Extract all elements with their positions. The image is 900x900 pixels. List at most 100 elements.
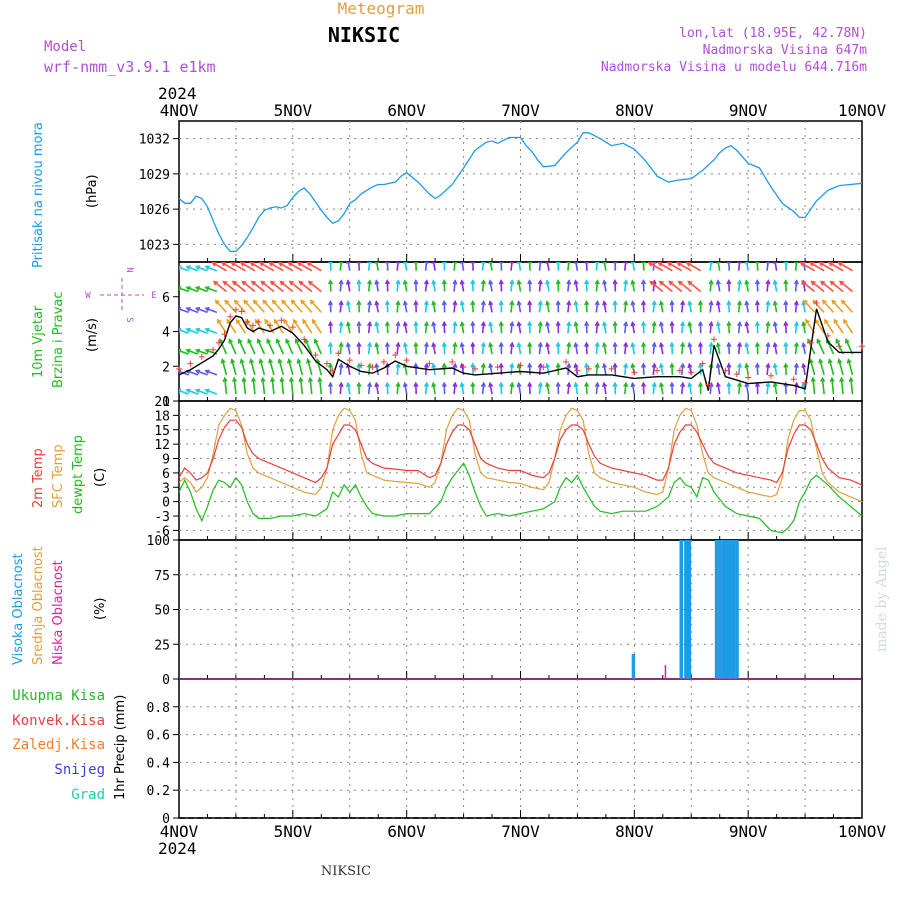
wind-arrow (179, 353, 180, 355)
wind-arrow (453, 343, 456, 355)
wind-arrow-head (423, 320, 429, 327)
gust-marker (688, 369, 695, 376)
gust-marker (517, 362, 524, 369)
wind-arrow-head (816, 338, 822, 344)
wind-arrow-head (687, 300, 693, 306)
wind-arrow-head (584, 262, 590, 264)
wind-arrow (347, 262, 351, 271)
wind-arrow (347, 301, 351, 313)
y-tick-label: 50 (154, 604, 170, 619)
wind-arrow-head (843, 318, 848, 324)
gust-marker (574, 367, 581, 374)
wind-arrow-head (783, 262, 789, 264)
wind-arrow-head (345, 279, 351, 285)
wind-arrow (249, 359, 256, 376)
wind-arrow-head (498, 262, 504, 264)
compass-s: S (124, 317, 134, 322)
wind-arrow-head (602, 279, 608, 285)
wind-arrow (745, 301, 749, 313)
wind-arrow-head (697, 320, 704, 327)
wind-arrow-head (194, 327, 201, 333)
wind-arrow-head (687, 362, 693, 369)
gust-marker (813, 299, 820, 306)
wind-arrow-head (783, 362, 789, 368)
wind-arrow (179, 389, 189, 395)
gust-marker (380, 358, 387, 365)
wind-arrow (195, 328, 208, 334)
wind-arrow-head (459, 262, 465, 264)
wind-arrow-head (245, 318, 251, 324)
wind-arrow-head (651, 320, 657, 327)
legend-grad: Grad (71, 787, 105, 803)
wind-arrow-head (744, 320, 750, 327)
wind-arrow-head (338, 362, 344, 368)
wind-arrow (603, 262, 607, 271)
gust-marker (471, 365, 478, 372)
wind-arrow-head (687, 381, 693, 388)
wind-arrow-head (239, 262, 246, 267)
wind-arrow-head (726, 320, 732, 327)
wind-arrow (347, 280, 351, 292)
y-tick-label: 6 (162, 467, 170, 482)
wind-arrow (308, 280, 322, 293)
wind-arrow-head (423, 262, 429, 264)
wind-arrow-head (338, 262, 344, 264)
wind-arrow-head (168, 389, 172, 393)
wind-arrow-head (241, 376, 247, 383)
wind-arrow (794, 280, 798, 292)
wind-arrow-head (527, 320, 533, 327)
wind-arrow-head (356, 341, 362, 348)
wind-arrow-head (441, 320, 447, 327)
wind-arrow (179, 393, 180, 395)
wind-arrow-head (498, 299, 504, 306)
wind-arrow (838, 359, 844, 376)
wind-arrow (367, 262, 371, 271)
wind-arrow-head (647, 262, 653, 267)
wind-arrow-head (687, 280, 693, 286)
wind-arrow-head (262, 299, 268, 305)
wind-arrow-head (313, 338, 319, 344)
wind-arrow (404, 322, 408, 334)
wind-arrow-head (275, 338, 281, 344)
wind-arrow (652, 280, 656, 292)
wind-arrow (302, 319, 313, 334)
wind-arrow-head (837, 262, 843, 267)
dewpt-ylabel: dewpt Temp (71, 435, 86, 514)
wind-arrow (195, 286, 208, 293)
wind-arrow-head (285, 338, 290, 344)
wind-arrow (510, 343, 513, 355)
wind-arrow-head (839, 376, 845, 383)
wind-arrow (278, 262, 294, 272)
wind-arrow-head (356, 320, 362, 327)
wind-arrow (510, 262, 513, 271)
wind-arrow-head (498, 279, 504, 285)
wind-arrow-head (765, 320, 771, 327)
wind-arrow-head (384, 279, 390, 285)
wind-arrow-head (824, 318, 829, 324)
wind-arrow-head (555, 341, 561, 348)
wind-arrow (195, 370, 208, 376)
wind-arrow (567, 262, 570, 271)
wind-arrow (276, 339, 285, 355)
wind-arrow-head (204, 327, 210, 333)
wind-arrow-head (194, 369, 201, 375)
wind-arrow (460, 301, 465, 313)
wind-arrow-head (612, 299, 618, 306)
wind-arrow (186, 349, 199, 355)
model-label: Model (44, 39, 86, 55)
wind-arrow-field (168, 262, 854, 395)
wind-arrow-head (649, 280, 655, 286)
wind-arrow-head (279, 280, 285, 286)
wind-arrow-head (423, 341, 429, 348)
wind-arrow-head (726, 381, 732, 387)
gust-marker (711, 336, 718, 343)
wind-arrow (339, 383, 343, 395)
wind-arrow (205, 286, 218, 293)
wind-speed-line (178, 308, 862, 391)
temp2m-ylabel: 2m Temp (31, 448, 46, 508)
wind-arrow (688, 343, 693, 355)
wind-arrow (510, 383, 513, 395)
wind-arrow (375, 301, 379, 313)
wind-arrow (432, 322, 436, 334)
wind-arrow-head (765, 362, 771, 368)
